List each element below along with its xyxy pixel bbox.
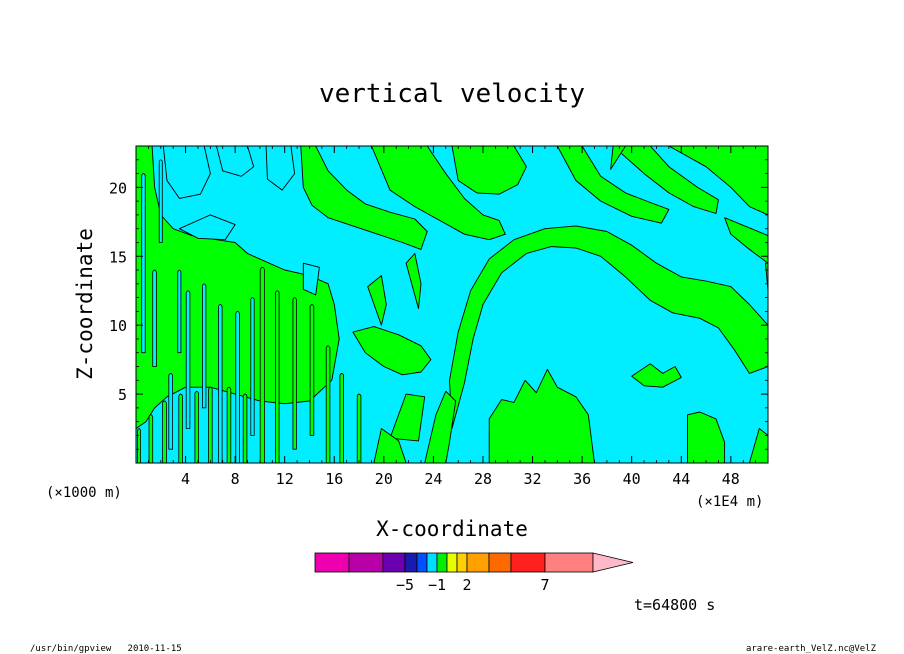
x-unit-label: (×1E4 m)	[696, 494, 763, 510]
updraft-region-15	[424, 390, 457, 463]
updraft-region-7	[724, 217, 768, 264]
colorbar-bin-1	[348, 552, 384, 573]
downdraft-region-32	[302, 262, 320, 296]
updraft-region-4	[556, 146, 670, 224]
downdraft-region-39	[152, 269, 157, 367]
y-unit-label: (×1000 m)	[46, 485, 122, 501]
colorbar-bin-3	[404, 552, 418, 573]
x-axis: 4 8 12 16 20 24 28 32 36 40 44 48	[147, 146, 757, 488]
downdraft-region-30	[265, 146, 296, 191]
colorbar: −5 −1 2 7	[314, 552, 634, 594]
x-tick-label-44: 44	[672, 470, 690, 488]
updraft-region-16	[488, 368, 595, 463]
x-tick-label-16: 16	[325, 470, 343, 488]
downdraft-region-29	[216, 146, 255, 177]
x-tick-label-12: 12	[276, 470, 294, 488]
contour-fields	[136, 146, 768, 463]
updraft-region-22	[275, 290, 280, 463]
x-tick-label-48: 48	[722, 470, 740, 488]
updraft-region-26	[339, 373, 344, 463]
downdraft-region-41	[177, 269, 182, 354]
updraft-region-1	[300, 146, 428, 250]
colorbar-label-8: 2	[462, 576, 471, 594]
colorbar-bin-10	[488, 552, 512, 573]
footer-left: /usr/bin/gpview 2010-11-15	[30, 644, 182, 654]
updraft-region-47	[194, 390, 199, 463]
updraft-region-10	[352, 326, 432, 376]
y-tick-label-15: 15	[109, 248, 127, 266]
downdraft-region-40	[141, 173, 146, 354]
x-tick-label-20: 20	[375, 470, 393, 488]
updraft-region-44	[148, 414, 154, 463]
updraft-region-24	[309, 304, 315, 436]
updraft-region-21	[259, 266, 265, 463]
colorbar-label-2: −5	[396, 576, 414, 594]
updraft-region-19	[748, 428, 768, 463]
colorbar-bin-7	[446, 552, 458, 573]
colorbar-bin-9	[466, 552, 490, 573]
updraft-region-18	[631, 363, 682, 388]
updraft-region-17	[687, 411, 726, 463]
updraft-region-46	[178, 393, 183, 463]
y-axis-label: Z-coordinate	[73, 228, 97, 380]
colorbar-bin-8	[456, 552, 468, 573]
x-tick-label-32: 32	[524, 470, 542, 488]
chart-title: vertical velocity	[319, 79, 585, 109]
downdraft-region-38	[168, 373, 173, 450]
y-tick-label-5: 5	[118, 386, 127, 404]
x-tick-label-36: 36	[573, 470, 591, 488]
colorbar-bin-6	[436, 552, 448, 573]
updraft-region-14	[373, 428, 407, 463]
updraft-region-27	[356, 393, 362, 463]
colorbar-extend-arrow	[592, 552, 634, 573]
downdraft-region-37	[250, 297, 255, 436]
colorbar-bin-5	[426, 552, 438, 573]
downdraft-region-36	[235, 311, 240, 463]
colorbar-label-11: 7	[540, 576, 549, 594]
updraft-region-48	[208, 386, 213, 463]
updraft-region-12	[405, 253, 422, 310]
x-tick-label-28: 28	[474, 470, 492, 488]
y-axis: 5 10 15 20	[109, 159, 768, 450]
updraft-region-23	[292, 297, 297, 450]
updraft-region-8	[610, 146, 626, 170]
colorbar-label-5: −1	[428, 576, 446, 594]
x-tick-label-24: 24	[424, 470, 442, 488]
colorbar-bin-0	[314, 552, 350, 573]
plot-area	[135, 145, 769, 464]
updraft-region-13	[389, 393, 426, 442]
plot-frame	[135, 145, 769, 464]
downdraft-region-42	[158, 159, 163, 243]
downdraft-region-33	[185, 290, 191, 429]
x-tick-label-8: 8	[231, 470, 240, 488]
updraft-region-49	[226, 386, 232, 463]
updraft-region-43	[137, 428, 141, 463]
colorbar-bin-2	[382, 552, 406, 573]
time-label: t=64800 s	[634, 596, 715, 614]
updraft-region-6	[668, 146, 768, 216]
updraft-region-11	[367, 275, 387, 326]
x-tick-label-4: 4	[181, 470, 190, 488]
x-tick-label-40: 40	[623, 470, 641, 488]
y-tick-label-20: 20	[109, 179, 127, 197]
updraft-region-3	[451, 146, 527, 195]
updraft-region-45	[162, 400, 167, 463]
colorbar-bin-4	[416, 552, 428, 573]
y-tick-label-10: 10	[109, 317, 127, 335]
downdraft-region-35	[218, 304, 223, 463]
updraft-region-50	[242, 393, 248, 463]
colorbar-bin-12	[544, 552, 594, 573]
x-axis-label: X-coordinate	[376, 517, 528, 541]
updraft-region-2	[371, 146, 506, 241]
colorbar-bin-11	[510, 552, 546, 573]
updraft-region-25	[325, 345, 331, 463]
footer-right: arare-earth_VelZ.nc@VelZ	[746, 644, 877, 654]
downdraft-region-31	[178, 214, 236, 241]
downdraft-region-28	[162, 146, 211, 199]
updraft-region-5	[612, 146, 719, 214]
updraft-region-9	[449, 225, 768, 429]
downdraft-region-34	[202, 283, 207, 409]
